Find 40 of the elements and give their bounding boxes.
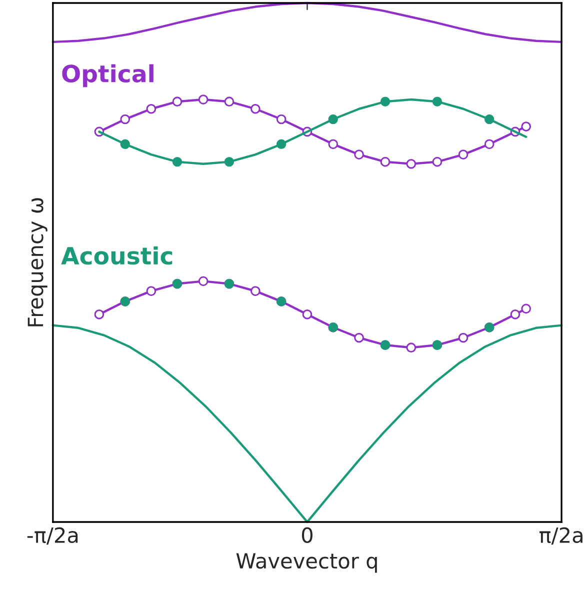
x-tick-label: π/2a xyxy=(540,527,582,545)
point xyxy=(172,96,182,107)
point xyxy=(198,94,208,104)
point xyxy=(484,114,494,124)
x-tick-label: -π/2a xyxy=(27,527,78,545)
point xyxy=(146,286,156,296)
text: Acoustic xyxy=(61,246,172,265)
x-tick-label: 0 xyxy=(302,527,312,543)
series-label: Optical xyxy=(62,64,154,88)
point xyxy=(302,309,312,320)
point xyxy=(521,304,532,314)
point xyxy=(484,139,494,150)
point xyxy=(172,156,182,167)
y-axis-title: Frequency ω xyxy=(28,198,48,326)
x-axis-title: Wavevector q xyxy=(236,553,377,573)
point xyxy=(354,332,364,343)
point xyxy=(120,114,130,124)
point xyxy=(458,332,468,343)
point xyxy=(276,114,286,124)
point xyxy=(328,114,338,124)
point xyxy=(224,96,234,107)
point xyxy=(380,156,390,167)
point xyxy=(276,139,286,150)
point xyxy=(521,122,532,132)
point xyxy=(510,309,520,320)
point xyxy=(250,104,260,114)
point xyxy=(406,158,416,169)
point xyxy=(406,342,416,353)
point xyxy=(432,156,442,167)
point xyxy=(458,150,468,160)
point xyxy=(94,309,104,320)
point xyxy=(250,286,260,296)
point xyxy=(432,96,442,106)
point xyxy=(198,276,208,286)
point xyxy=(380,96,390,106)
point xyxy=(120,139,130,150)
point xyxy=(328,139,338,150)
point xyxy=(354,150,364,160)
point xyxy=(146,104,156,114)
point xyxy=(224,156,234,167)
